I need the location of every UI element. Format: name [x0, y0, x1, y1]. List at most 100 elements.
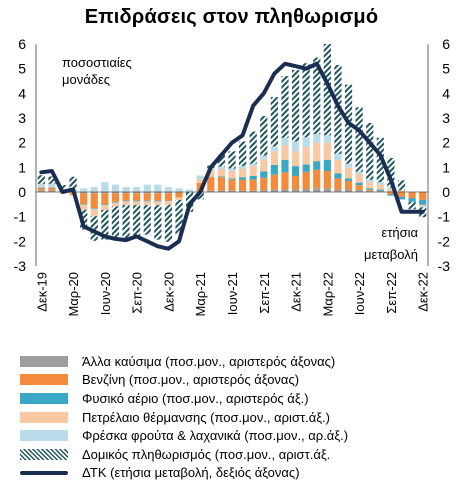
bar-segment: [270, 97, 278, 147]
bar-segment: [366, 122, 374, 180]
bar-segment: [408, 201, 416, 210]
bar-segment: [260, 190, 268, 192]
bar-segment: [270, 146, 278, 152]
legend-label: Φρέσκα φρούτα & λαχανικά (ποσ.μον., αρ.ά…: [82, 428, 349, 444]
bar-segment: [111, 184, 120, 192]
bar-segment: [281, 189, 289, 192]
bar-segment: [419, 206, 427, 208]
bar-segment: [249, 163, 257, 167]
x-tick-label: Ιουν-22: [352, 272, 367, 315]
bar-segment: [228, 178, 236, 180]
bar-segment: [196, 179, 204, 183]
y-tick-label-right: -2: [438, 233, 451, 249]
bar-segment: [387, 187, 395, 189]
y-tick-label-left: -3: [14, 258, 27, 274]
bar-segment: [260, 116, 268, 156]
bar-segment: [154, 184, 162, 192]
bar-segment: [207, 176, 215, 178]
bar-segment: [344, 163, 353, 168]
bar-segment: [122, 201, 130, 206]
y-tick-label-left: -2: [14, 233, 27, 249]
bar-segment: [90, 208, 98, 217]
bar-segment: [291, 151, 300, 167]
bar-segment: [302, 137, 310, 148]
y-tick-label-right: 2: [442, 135, 450, 151]
bar-segment: [387, 188, 395, 192]
x-tick-label: Σεπ-22: [384, 272, 399, 314]
legend-item: Άλλα καύσιμα (ποσ.μον., αριστερός άξονας…: [20, 352, 460, 371]
right-axis-note: μεταβολή: [364, 247, 418, 262]
bar-segment: [101, 192, 109, 194]
bar-segment: [376, 184, 384, 190]
bar-segment: [313, 169, 321, 189]
legend-item: Πετρέλαιο θέρμανσης (ποσ.μον., αριστ.άξ.…: [20, 408, 460, 427]
bar-segment: [387, 194, 395, 196]
legend-label: Δομικός πληθωρισμός (ποσ.μον., αριστ.άξ.: [82, 446, 331, 462]
bar-segment: [228, 168, 236, 172]
bar-segment: [397, 196, 406, 200]
x-tick-label: Σεπ-21: [257, 272, 272, 314]
y-tick-label-right: 5: [442, 61, 450, 77]
y-tick-label-left: 5: [18, 61, 26, 77]
y-tick-label-left: 2: [18, 135, 26, 151]
y-tick-label-left: -1: [14, 209, 27, 225]
bar-segment: [291, 189, 300, 192]
bar-segment: [313, 142, 321, 162]
bar-segment: [186, 189, 194, 192]
bar-segment: [366, 188, 374, 190]
bar-segment: [80, 204, 88, 210]
legend-item: Βενζίνη (ποσ.μον., αριστερός άξονας): [20, 371, 460, 390]
y-tick-label-right: 4: [442, 85, 450, 101]
bar-segment: [281, 172, 289, 190]
bar-segment: [260, 171, 268, 178]
bar-segment: [90, 192, 98, 194]
bar-segment: [133, 200, 141, 202]
bar-segment: [217, 190, 226, 192]
bar-segment: [302, 189, 310, 192]
bar-segment: [154, 192, 162, 194]
bar-segment: [133, 192, 141, 194]
bar-segment: [397, 190, 406, 192]
y-tick-label-left: 4: [18, 85, 26, 101]
bar-segment: [323, 44, 331, 136]
x-tick-label: Μαρ-22: [320, 272, 335, 317]
x-tick-label: Ιουν-20: [98, 272, 113, 315]
x-tick-label: Μαρ-21: [193, 272, 208, 317]
bar-segment: [48, 183, 56, 187]
bar-segment: [334, 159, 342, 174]
bar-segment: [270, 174, 278, 190]
bar-segment: [323, 142, 331, 160]
bar-segment: [48, 176, 56, 184]
bar-segment: [387, 192, 395, 195]
bar-segment: [196, 175, 204, 180]
bar-segment: [249, 190, 257, 192]
bar-segment: [48, 187, 56, 189]
bar-segment: [408, 192, 416, 199]
bar-segment: [291, 69, 300, 142]
bar-segment: [90, 187, 98, 192]
bar-segment: [154, 205, 162, 240]
bar-segment: [228, 179, 236, 191]
bar-segment: [122, 193, 130, 201]
y-tick-label-left: 1: [18, 159, 26, 175]
bar-segment: [355, 190, 363, 192]
bar-segment: [48, 190, 56, 192]
bar-segment: [122, 200, 130, 202]
bar-segment: [281, 159, 289, 173]
bar-segment: [143, 201, 151, 206]
x-tick-label: Δεκ-20: [161, 272, 176, 312]
bar-segment: [122, 187, 130, 192]
bar-segment: [122, 192, 130, 194]
bar-segment: [291, 166, 300, 176]
legend-label: Φυσικό αέριο (ποσ.μον., αριστερός άξ.): [82, 390, 309, 406]
bar-segment: [334, 153, 342, 160]
bar-segment: [133, 201, 141, 206]
y-tick-label-right: 3: [442, 110, 450, 126]
legend-item: Δομικός πληθωρισμός (ποσ.μον., αριστ.άξ.: [20, 445, 460, 464]
bar-segment: [164, 201, 173, 205]
bar-segment: [281, 76, 289, 138]
bar-segment: [154, 201, 162, 206]
bar-segment: [366, 190, 374, 192]
bar-segment: [37, 188, 45, 191]
bar-segment: [37, 186, 45, 188]
